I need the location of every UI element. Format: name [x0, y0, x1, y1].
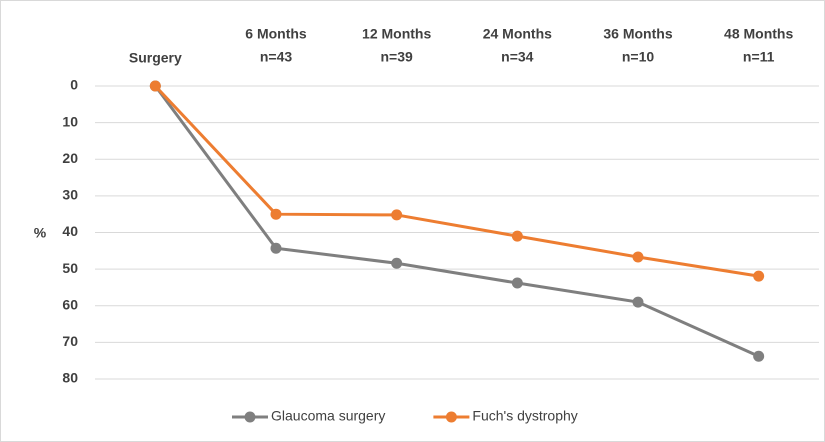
sample-size-label: n=10 — [622, 49, 655, 65]
y-tick-label: 20 — [62, 150, 78, 166]
data-point — [632, 251, 644, 263]
sample-size-label: n=11 — [743, 49, 775, 65]
sample-size-label: n=39 — [381, 49, 414, 65]
y-axis-label: % — [34, 225, 47, 241]
data-point — [753, 350, 765, 362]
legend-label: Glaucoma surgery — [271, 408, 385, 424]
series-line — [154, 84, 759, 278]
data-point — [270, 242, 282, 254]
data-point — [391, 257, 403, 269]
data-point — [149, 80, 161, 92]
data-point — [753, 270, 765, 282]
y-tick-label: 50 — [62, 260, 78, 276]
series-line — [154, 85, 760, 358]
x-tick-label: Surgery — [129, 50, 182, 66]
x-tick-label: 48 Months — [724, 26, 793, 42]
x-tick-label: 6 Months — [245, 26, 307, 42]
data-point — [511, 277, 523, 289]
y-tick-label: 0 — [70, 77, 78, 93]
y-tick-label: 70 — [62, 333, 78, 349]
legend-label: Fuch's dystrophy — [472, 408, 577, 424]
x-tick-label: 24 Months — [483, 26, 552, 42]
x-tick-label: 36 Months — [603, 26, 672, 42]
data-point — [270, 208, 282, 220]
data-point — [632, 296, 644, 308]
data-point — [391, 209, 403, 221]
data-point — [511, 230, 523, 242]
y-tick-label: 40 — [62, 223, 78, 239]
y-tick-label: 10 — [62, 113, 78, 129]
sample-size-label: n=34 — [501, 49, 534, 65]
y-tick-label: 80 — [62, 370, 78, 386]
y-tick-label: 30 — [62, 187, 78, 203]
legend-marker — [445, 411, 457, 423]
x-tick-label: 12 Months — [362, 26, 431, 42]
sample-size-label: n=43 — [260, 49, 293, 65]
y-tick-label: 60 — [62, 296, 78, 312]
legend-marker — [244, 411, 256, 423]
